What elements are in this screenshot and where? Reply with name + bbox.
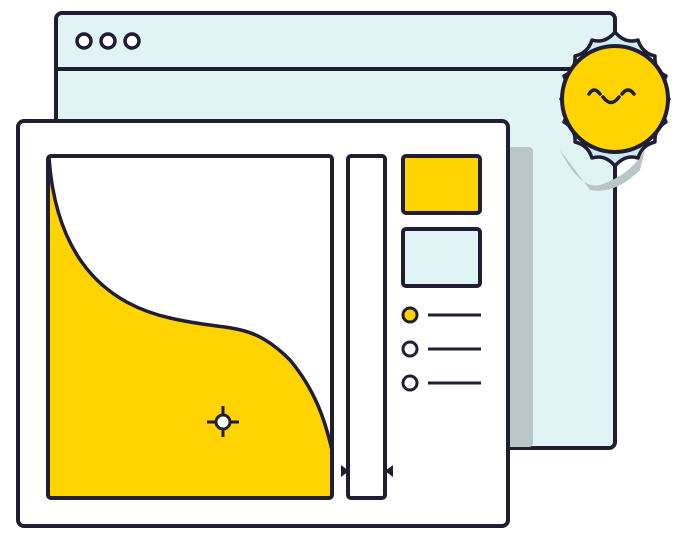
window-controls xyxy=(75,32,141,50)
window-dot-2 xyxy=(99,32,117,50)
option-list xyxy=(401,306,481,392)
option-3[interactable] xyxy=(401,374,481,392)
hue-slider[interactable] xyxy=(341,154,393,500)
radio-selected-icon[interactable] xyxy=(401,306,419,324)
sun-icon xyxy=(559,30,671,168)
sun-right-eye xyxy=(620,88,636,96)
hue-slider-track xyxy=(346,154,387,500)
sun-smile xyxy=(601,95,621,105)
option-1[interactable] xyxy=(401,306,481,324)
slider-handle-right-icon[interactable] xyxy=(385,465,393,477)
panel-shadow xyxy=(505,147,533,447)
color-field-curve xyxy=(47,157,334,451)
window-dot-3 xyxy=(123,32,141,50)
sun-shadow xyxy=(560,150,645,191)
color-picker-panel xyxy=(16,119,510,528)
sun-left-eye xyxy=(587,88,602,96)
swatch-light-blue[interactable] xyxy=(401,227,482,288)
slider-handle-left-icon[interactable] xyxy=(341,465,349,477)
color-field-border xyxy=(46,154,334,500)
window-dot-1 xyxy=(75,32,93,50)
swatch-yellow[interactable] xyxy=(401,154,482,215)
option-2[interactable] xyxy=(401,340,481,358)
radio-icon[interactable] xyxy=(401,374,419,392)
color-field-gradient-fill xyxy=(49,158,332,498)
color-field[interactable] xyxy=(46,154,334,500)
radio-icon[interactable] xyxy=(401,340,419,358)
crosshair-picker-icon[interactable] xyxy=(207,406,239,437)
